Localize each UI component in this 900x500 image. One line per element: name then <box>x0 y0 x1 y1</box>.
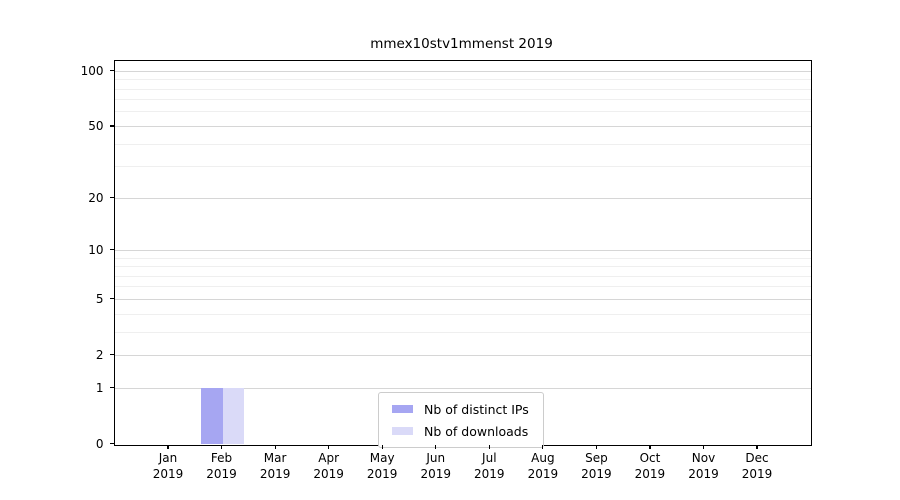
x-tick-label: Aug 2019 <box>513 450 573 482</box>
y-tick-mark <box>109 298 114 300</box>
x-tick-month: Dec <box>745 450 769 465</box>
x-tick-year: 2019 <box>259 466 291 481</box>
x-tick-year: 2019 <box>474 466 505 481</box>
gridline-minor <box>114 143 811 145</box>
bar-distinct-ips <box>201 388 223 445</box>
gridline-major <box>114 298 811 300</box>
x-tick-year: 2019 <box>366 466 398 481</box>
gridline-minor <box>114 313 811 315</box>
gridline-minor <box>114 99 811 101</box>
x-tick-label: Nov 2019 <box>674 450 734 482</box>
x-tick-mark <box>702 444 705 449</box>
plot-area <box>113 59 812 446</box>
x-tick-month: Sep <box>585 450 608 465</box>
y-tick-label: 20 <box>88 190 104 205</box>
x-tick-month: Jan <box>158 450 178 465</box>
x-tick-label: Dec 2019 <box>727 450 787 482</box>
gridline-minor <box>114 166 811 168</box>
gridline-minor <box>114 286 811 288</box>
x-tick-year: 2019 <box>420 466 452 481</box>
x-tick-year: 2019 <box>634 466 666 481</box>
x-tick-month: Jul <box>482 450 497 465</box>
gridline-major <box>114 354 811 356</box>
x-tick-mark <box>381 444 383 449</box>
gridline-major <box>114 197 811 199</box>
x-tick-label: Jul 2019 <box>459 450 519 482</box>
legend-item: Nb of downloads <box>392 420 535 442</box>
x-tick-mark <box>649 444 651 449</box>
y-tick-label: 100 <box>80 63 104 78</box>
x-tick-mark <box>595 444 597 449</box>
x-tick-year: 2019 <box>313 466 344 481</box>
x-tick-mark <box>435 444 437 449</box>
y-tick-label: 0 <box>95 436 104 451</box>
x-tick-year: 2019 <box>206 466 237 481</box>
x-tick-mark <box>488 444 490 449</box>
y-tick-label: 2 <box>95 347 104 362</box>
x-tick-label: Apr 2019 <box>299 450 359 482</box>
gridline-minor <box>114 79 811 81</box>
gridline-major <box>114 70 811 72</box>
x-tick-month: Nov <box>691 450 716 465</box>
gridline-minor <box>114 331 811 333</box>
legend-swatch <box>392 426 413 436</box>
gridline-minor <box>114 111 811 113</box>
x-tick-year: 2019 <box>741 466 773 481</box>
x-tick-month: Apr <box>318 450 340 465</box>
x-tick-month: Aug <box>531 450 555 465</box>
x-tick-label: Jan 2019 <box>138 450 198 482</box>
x-tick-mark <box>756 444 758 449</box>
x-tick-month: Oct <box>639 450 661 465</box>
x-tick-month: May <box>369 450 395 465</box>
x-tick-label: Oct 2019 <box>620 450 680 482</box>
x-tick-year: 2019 <box>581 466 612 481</box>
gridline-minor <box>114 257 811 259</box>
y-tick-label: 50 <box>88 118 104 133</box>
x-tick-mark <box>542 444 544 449</box>
y-tick-mark <box>109 197 114 199</box>
x-tick-label: Sep 2019 <box>566 450 626 482</box>
y-tick-label: 5 <box>95 291 104 306</box>
legend-item: Nb of distinct IPs <box>392 398 535 420</box>
gridline-major <box>114 249 811 251</box>
x-tick-year: 2019 <box>527 466 559 481</box>
x-tick-label: Mar 2019 <box>245 450 305 482</box>
x-tick-year: 2019 <box>688 466 719 481</box>
legend-swatch <box>392 404 413 414</box>
y-tick-label: 1 <box>95 380 104 395</box>
gridline-major <box>114 387 811 389</box>
y-tick-mark <box>109 387 114 389</box>
x-tick-mark <box>220 444 223 449</box>
x-tick-month: Jun <box>426 450 446 465</box>
legend-label: Nb of downloads <box>424 423 529 439</box>
x-tick-year: 2019 <box>152 466 184 481</box>
x-tick-month: Feb <box>210 450 233 465</box>
y-tick-mark <box>109 249 114 251</box>
legend-label: Nb of distinct IPs <box>424 401 529 417</box>
bar-downloads <box>222 388 244 445</box>
x-tick-mark <box>274 444 276 449</box>
y-tick-mark <box>109 125 114 127</box>
gridline-minor <box>114 266 811 268</box>
x-tick-label: May 2019 <box>352 450 412 482</box>
chart-title: mmex10stv1mmenst 2019 <box>370 36 553 52</box>
x-tick-label: Feb 2019 <box>192 450 252 482</box>
x-tick-label: Jun 2019 <box>406 450 466 482</box>
x-tick-mark <box>167 444 169 449</box>
gridline-minor <box>114 88 811 90</box>
y-tick-mark <box>109 354 114 356</box>
y-tick-mark <box>109 443 114 445</box>
y-tick-mark <box>109 70 114 72</box>
x-tick-month: Mar <box>263 450 287 465</box>
legend: Nb of distinct IPs Nb of downloads <box>378 392 544 448</box>
y-tick-label: 10 <box>88 242 104 257</box>
gridline-minor <box>114 275 811 277</box>
x-tick-mark <box>328 444 330 449</box>
gridline-major <box>114 125 811 127</box>
